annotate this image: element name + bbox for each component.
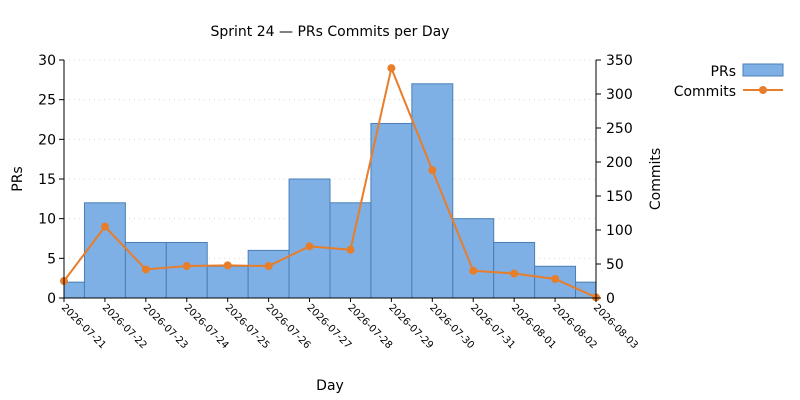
left-tick-label: 0	[47, 291, 56, 307]
legend-label-prs: PRs	[711, 64, 736, 80]
bar-prs	[370, 122, 413, 299]
right-tick-label: 300	[606, 87, 633, 103]
left-tick-label: 30	[38, 53, 56, 69]
right-tick-label: 350	[606, 53, 633, 69]
point-commits	[182, 262, 191, 271]
line-commits	[63, 67, 597, 299]
point-commits	[141, 265, 150, 274]
right-tick-label: 100	[606, 223, 633, 239]
left-tick-label: 15	[38, 172, 56, 188]
x-axis-title: Day	[316, 378, 344, 394]
right-tick-label: 200	[606, 155, 633, 171]
right-tick-label: 50	[606, 257, 624, 273]
line-series-commits	[60, 64, 600, 302]
point-commits	[428, 166, 437, 175]
bar-prs	[288, 178, 331, 299]
point-commits	[346, 245, 355, 254]
point-commits	[469, 266, 478, 275]
point-commits	[305, 242, 314, 251]
point-commits	[387, 64, 396, 73]
left-tick-label: 5	[47, 251, 56, 267]
bar-prs	[165, 241, 208, 299]
point-commits	[223, 261, 232, 270]
legend: PRs Commits	[674, 63, 784, 100]
left-tick-label: 25	[38, 93, 56, 109]
left-tick-label: 10	[38, 212, 56, 228]
point-commits	[510, 269, 519, 278]
bar-prs	[206, 265, 249, 299]
left-tick-label: 20	[38, 132, 56, 148]
point-commits	[551, 274, 560, 283]
bar-prs	[247, 249, 290, 299]
legend-swatch-prs	[742, 63, 784, 77]
right-tick-label: 150	[606, 189, 633, 205]
legend-label-commits: Commits	[674, 84, 736, 100]
right-tick-label: 250	[606, 121, 633, 137]
right-axis-ticks: 0 50 100 150 200 250 300 350	[596, 53, 633, 307]
y2-axis-title: Commits	[648, 148, 664, 210]
bar-series-prs	[63, 83, 597, 299]
bar-prs	[452, 218, 495, 299]
right-tick-label: 0	[606, 291, 615, 307]
point-commits	[100, 222, 109, 231]
bar-prs	[83, 202, 126, 299]
left-axis-ticks: 0 5 10 15 20 25 30	[38, 53, 64, 307]
bar-prs	[63, 281, 85, 299]
y-axis-title: PRs	[10, 166, 26, 191]
bar-prs	[411, 83, 454, 299]
chart-title: Sprint 24 — PRs Commits per Day	[211, 24, 450, 40]
point-commits	[264, 262, 273, 271]
legend-marker-commits	[759, 86, 767, 94]
x-axis-ticks: 2026-07-212026-07-222026-07-232026-07-24…	[59, 297, 640, 351]
